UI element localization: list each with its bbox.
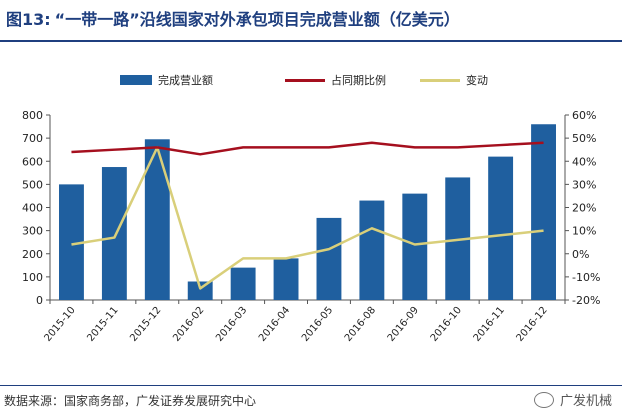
change-line (71, 146, 544, 290)
legend-swatch-bar (120, 75, 152, 85)
left-tick-label: 300 (22, 225, 43, 238)
x-tick-label: 2015-12 (128, 305, 163, 344)
right-tick-label: 40% (572, 155, 596, 168)
figure-title: 图13: “一带一路”沿线国家对外承包项目完成营业额（亿美元） (0, 0, 622, 42)
left-tick-label: 400 (22, 202, 43, 215)
x-tick-label: 2016-11 (472, 305, 507, 344)
right-tick-label: 0% (572, 248, 589, 261)
legend-swatch-ratio (285, 78, 325, 82)
legend-item-change: 变动 (420, 70, 488, 90)
x-tick-label: 2016-03 (214, 305, 249, 344)
legend-item-ratio: 占同期比例 (285, 70, 386, 90)
left-tick-label: 200 (22, 248, 43, 261)
bar (316, 217, 342, 300)
bar (230, 267, 256, 300)
right-tick-label: 30% (572, 178, 596, 191)
left-tick-label: 100 (22, 271, 43, 284)
x-tick-label: 2016-04 (257, 305, 292, 344)
source-note: 数据来源：国家商务部，广发证券发展研究中心 (4, 394, 257, 408)
left-tick-label: 500 (22, 178, 43, 191)
ratio-line (71, 141, 544, 156)
right-tick-label: 50% (572, 132, 596, 145)
x-tick-label: 2016-10 (429, 305, 464, 344)
brand-name: 广发机械 (559, 394, 612, 409)
right-tick-label: -10% (572, 271, 600, 284)
legend-label-change: 变动 (466, 74, 488, 87)
x-tick-label: 2016-08 (343, 305, 378, 344)
bar (402, 193, 428, 300)
chart-legend: 完成营业额 占同期比例 变动 (0, 70, 622, 90)
right-tick-label: -20% (572, 294, 600, 307)
figure-title-text: “一带一路”沿线国家对外承包项目完成营业额（亿美元） (54, 10, 460, 29)
legend-label-ratio: 占同期比例 (331, 74, 386, 87)
footer: 数据来源：国家商务部，广发证券发展研究中心 广发机械 (0, 385, 622, 413)
left-tick-label: 800 (22, 109, 43, 122)
x-tick-label: 2015-11 (85, 305, 120, 344)
bar (187, 281, 213, 300)
legend-swatch-change (420, 78, 460, 82)
left-tick-label: 600 (22, 155, 43, 168)
x-tick-label: 2016-09 (386, 305, 421, 344)
x-tick-label: 2016-05 (300, 305, 335, 344)
bar (273, 258, 299, 300)
bar (488, 156, 514, 300)
right-tick-label: 60% (572, 109, 596, 122)
figure-number: 图13: (6, 10, 51, 29)
legend-label-bar: 完成营业额 (158, 74, 213, 87)
left-tick-label: 0 (36, 294, 43, 307)
x-tick-label: 2015-10 (42, 305, 77, 344)
legend-item-bar: 完成营业额 (120, 70, 213, 90)
bar (359, 200, 385, 300)
chart-canvas: 0 100 200 300 400 500 600 700 800 -20% -10% 0% 10% 20… (22, 109, 600, 344)
right-tick-label: 10% (572, 225, 596, 238)
bar (101, 167, 127, 300)
brand: 广发机械 (533, 390, 612, 409)
x-tick-label: 2016-02 (171, 305, 206, 344)
wechat-icon (533, 391, 554, 408)
right-tick-label: 20% (572, 202, 596, 215)
bar (531, 124, 556, 300)
x-tick-label: 2016-12 (515, 305, 550, 344)
left-tick-label: 700 (22, 132, 43, 145)
